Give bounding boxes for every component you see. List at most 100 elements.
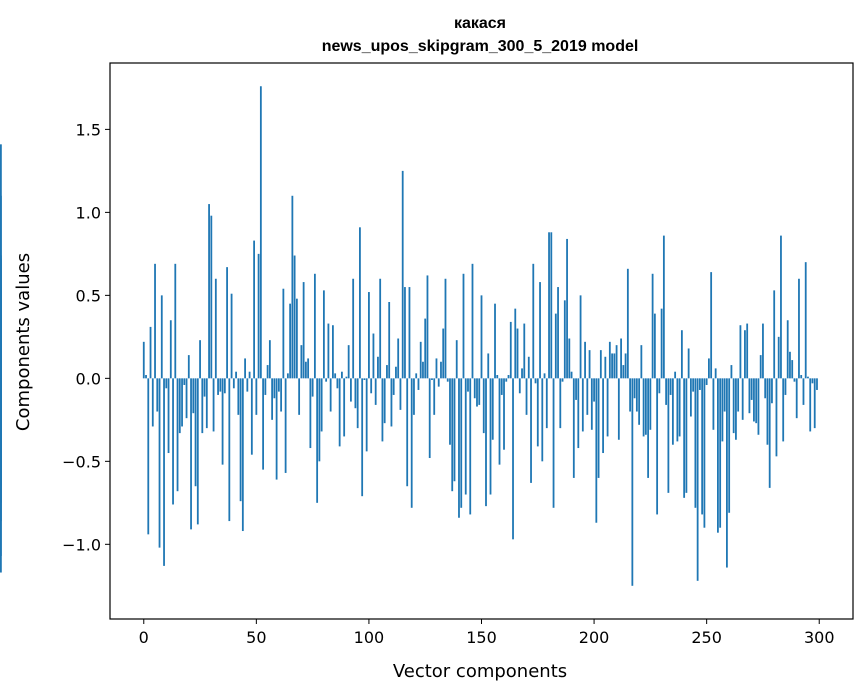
x-tick-label: 150 [466,628,497,647]
bar-194 [579,295,582,379]
bar-166 [516,328,519,379]
bar-58 [273,378,276,399]
bar-288 [791,360,794,379]
x-tick-label: 250 [691,628,722,647]
bar-40 [232,378,235,389]
bar-257 [721,378,724,442]
bar-196 [584,341,586,379]
bar-201 [595,378,598,523]
bar-82 [327,323,330,379]
bar-56 [268,340,271,379]
bar-195 [581,378,584,432]
x-tick-label: 0 [139,628,149,647]
bar-208 [611,353,613,379]
bar-179 [545,378,548,429]
bar-132 [440,361,442,379]
bar-297 [811,378,814,384]
chart-title-line-1: какася [454,15,506,32]
bar-145 [469,378,472,515]
bar-84 [332,325,334,379]
bar-144 [467,378,469,392]
bar-296 [809,378,812,432]
bar-243 [689,378,692,417]
bar-167 [518,378,521,394]
bar-125 [424,318,427,379]
plot-frame [109,62,854,620]
bar-204 [602,378,604,454]
bar-153 [487,353,490,379]
bar-93 [352,278,355,379]
bar-23 [194,378,197,487]
bar-62 [282,288,285,379]
bar-183 [554,313,557,379]
bar-66 [291,195,294,379]
bar-266 [741,378,744,420]
bar-48 [250,378,253,455]
bar-99 [365,378,368,452]
bar-127 [428,378,431,459]
bar-107 [383,378,386,424]
bar-22 [192,378,195,414]
bar-83 [329,378,332,412]
bar-292 [800,375,803,379]
bar-234 [669,378,672,395]
x-tick-label: 100 [354,628,385,647]
bar-261 [730,365,733,379]
bar-230 [660,308,663,379]
bar-9 [163,378,165,566]
bar-102 [372,333,375,379]
bar-152 [485,378,487,507]
bar-162 [507,375,510,379]
bar-171 [527,356,530,379]
bar-87 [338,378,341,447]
bar-36 [223,378,226,394]
bar-285 [784,378,787,395]
bar-70 [300,345,303,379]
bar-55 [266,365,269,379]
bar-188 [566,238,568,379]
bar-215 [626,268,629,379]
bar-169 [523,323,526,379]
x-tick-label: 200 [579,628,610,647]
bar-117 [406,378,409,487]
bar-233 [667,378,670,493]
bar-59 [275,378,278,480]
bar-199 [590,378,593,430]
y-tick-label: 1.0 [76,203,101,222]
bar-7 [158,378,161,548]
bar-88 [341,371,343,379]
bar-278 [768,378,771,488]
bar-260 [728,378,731,513]
bar-121 [415,373,418,379]
bar-174 [534,378,537,384]
bar-275 [762,323,764,379]
bar-118 [408,287,411,379]
bar-undefined [0,378,2,556]
bar-133 [442,328,445,379]
bar-218 [633,378,636,399]
bar-239 [680,330,683,379]
bar-232 [665,378,668,405]
bar-78 [318,378,321,462]
bar-85 [334,373,337,379]
y-tick-label: 1.5 [76,120,101,139]
bar-286 [786,320,789,379]
bar-138 [453,378,456,482]
bar-52 [259,86,262,379]
bar-299 [816,378,818,390]
bar-25 [199,340,201,379]
bar-142 [462,273,465,379]
bar-42 [237,378,240,415]
bar-251 [708,358,710,379]
bar-5 [154,263,156,379]
bar-284 [782,378,785,442]
x-tick-label: 300 [804,628,835,647]
bar-106 [381,378,384,442]
bar-156 [494,303,496,379]
bar-172 [530,378,532,483]
bar-157 [496,375,499,379]
bar-77 [316,378,319,503]
bar-68 [295,298,298,379]
bar-65 [289,303,292,379]
bar-148 [476,378,478,407]
